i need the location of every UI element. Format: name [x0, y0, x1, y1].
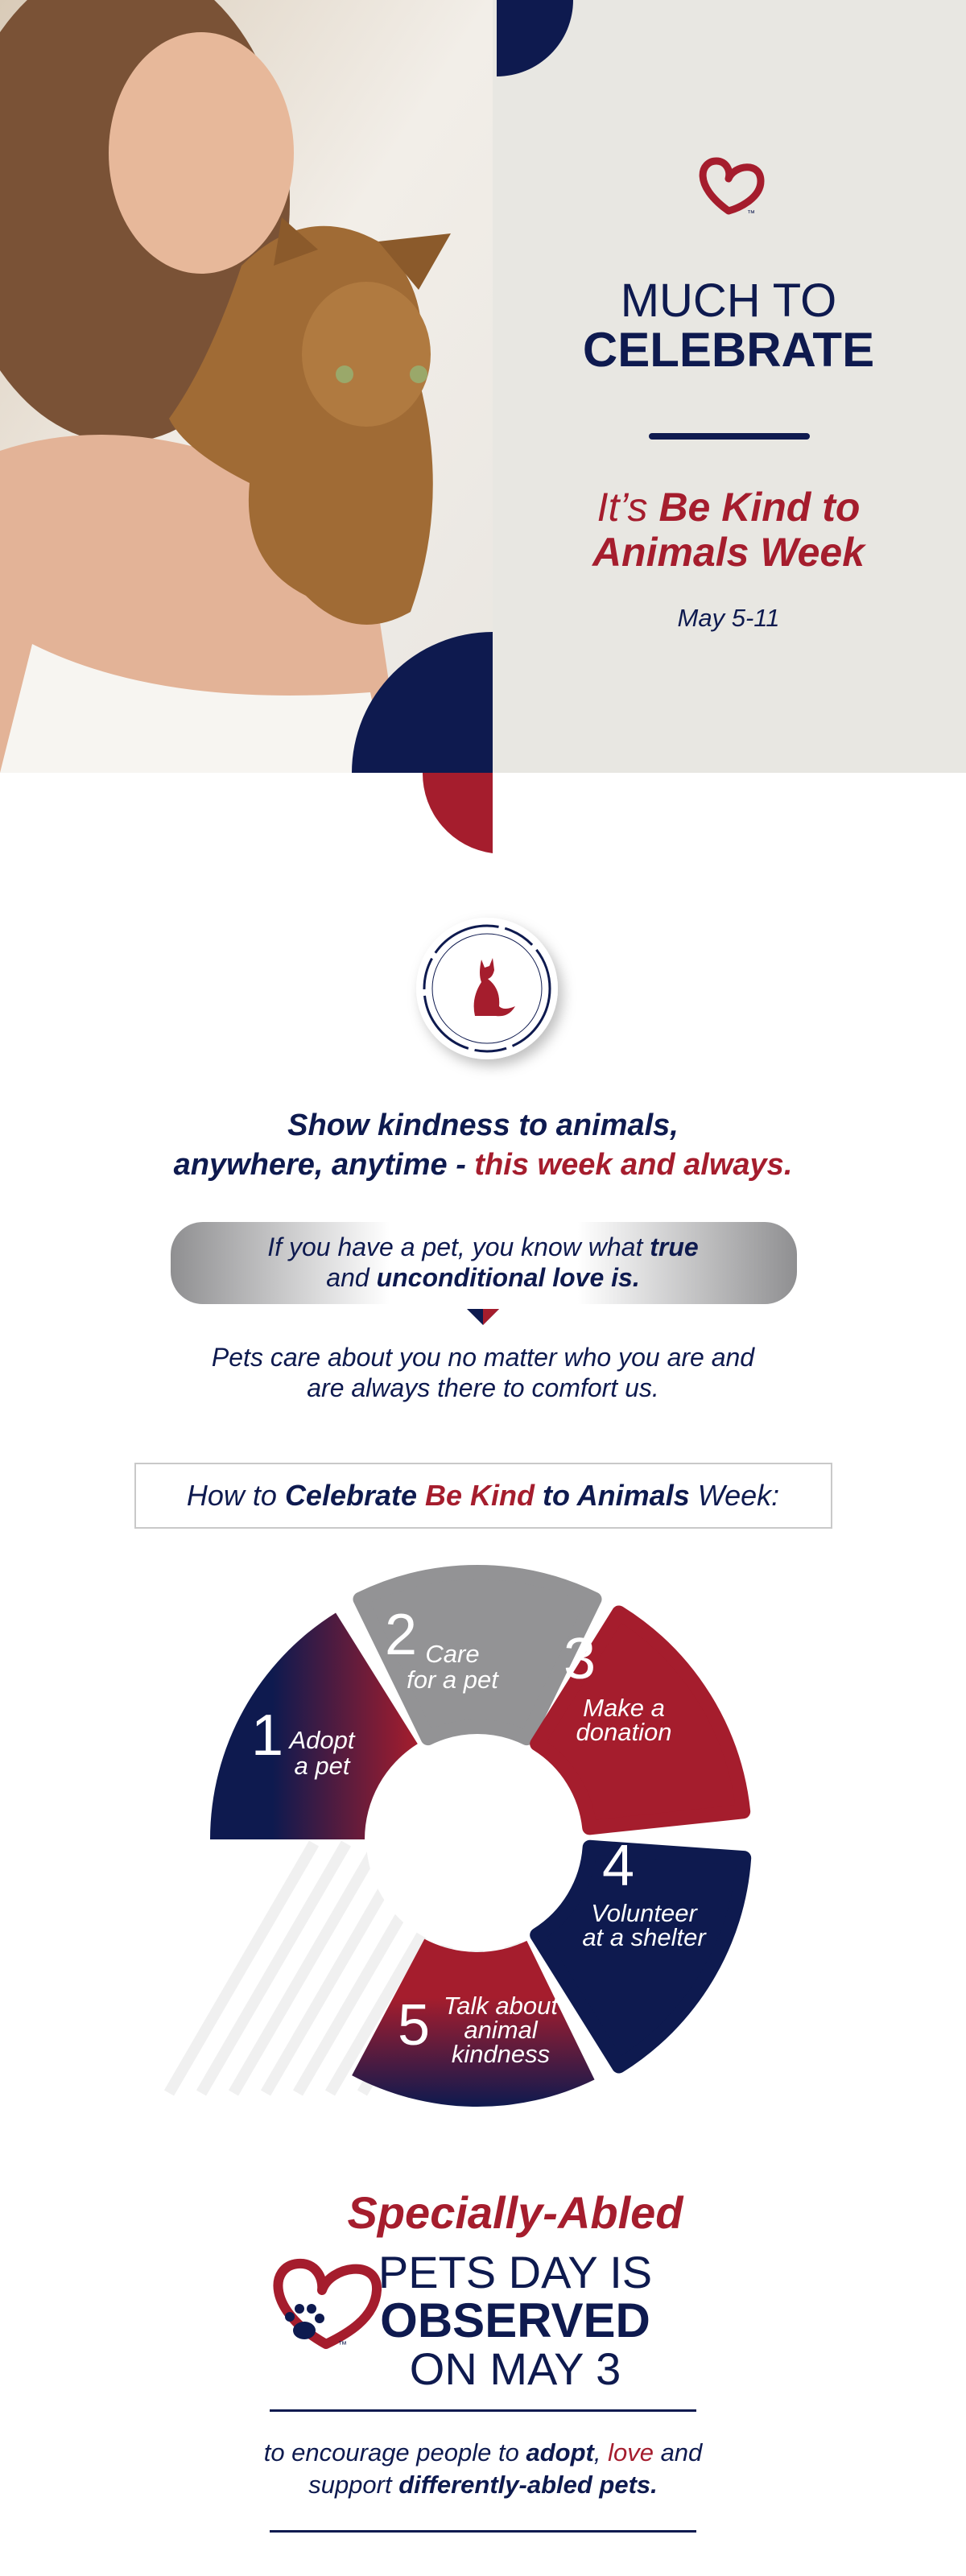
step-number: 4 — [602, 1834, 634, 1898]
wheel-segment — [530, 1839, 752, 2074]
wheel-segment — [530, 1605, 751, 1835]
observance-heading: Specially-Abled — [347, 2187, 684, 2238]
observance-title-line: ON MAY 3 — [410, 2343, 621, 2394]
hatch-line — [196, 1840, 352, 2096]
cat-icon — [416, 918, 558, 1059]
callout-line: and unconditional love is. — [326, 1263, 639, 1292]
callout-pill — [171, 1222, 797, 1304]
step: 3 Make a donation — [564, 1627, 671, 1746]
divider — [270, 2530, 696, 2533]
step-label: for a pet — [407, 1666, 499, 1694]
wheel-hole — [366, 1728, 588, 1951]
heading-box — [134, 1463, 832, 1529]
step-label: a pet — [295, 1752, 351, 1780]
text-part: anywhere, anytime - — [174, 1148, 475, 1182]
text-part: differently-abled pets. — [398, 2471, 658, 2499]
observance-title-line: OBSERVED — [380, 2293, 650, 2347]
text-part: Be Kind — [425, 1479, 543, 1512]
pointer — [483, 1309, 499, 1325]
text-part: support — [308, 2471, 398, 2499]
observance-body-line: to encourage people to adopt, love and — [264, 2438, 704, 2467]
trademark: ™ — [338, 2340, 347, 2350]
wheel-segment — [353, 1565, 602, 1746]
step-label: animal — [464, 2016, 538, 2044]
step-number: 1 — [251, 1703, 283, 1768]
text-part: and — [654, 2438, 704, 2467]
observance-title-line: PETS DAY IS — [378, 2247, 652, 2297]
step-label: Care — [425, 1640, 479, 1668]
text-part: Celebrate — [285, 1479, 425, 1512]
hero-subtitle-line: Animals Week — [591, 530, 866, 575]
text-part: Week: — [698, 1479, 779, 1512]
body-line: are always there to comfort us. — [307, 1373, 659, 1402]
text-part: If you have a pet, you know what — [267, 1232, 650, 1261]
hero-panel — [493, 0, 966, 773]
hero-dates: May 5-11 — [678, 604, 780, 632]
trademark: ™ — [747, 209, 755, 218]
text-part: and — [326, 1263, 376, 1292]
hero-title-line: CELEBRATE — [583, 323, 874, 377]
body-line: Pets care about you no matter who you ar… — [212, 1343, 755, 1372]
accent-shape — [352, 632, 493, 773]
how-to-heading: How to Celebrate Be Kind to Animals Week… — [187, 1479, 779, 1512]
text-part: love — [608, 2438, 654, 2467]
headline-line: Show kindness to animals, — [287, 1108, 679, 1142]
divider — [649, 433, 810, 440]
observance-body-line: support differently-abled pets. — [308, 2471, 658, 2499]
text-part: to Animals — [543, 1479, 698, 1512]
step-label: kindness — [452, 2040, 550, 2068]
headline-line: anywhere, anytime - this week and always… — [174, 1148, 793, 1182]
hero-title-line: MUCH TO — [621, 275, 837, 327]
steps-wheel — [163, 1565, 752, 2107]
step-label: Volunteer — [591, 1899, 698, 1927]
accent-shape — [497, 0, 573, 76]
text-part: unconditional love is. — [377, 1263, 640, 1292]
callout-line: If you have a pet, you know what true — [267, 1232, 698, 1261]
step-label: at a shelter — [582, 1923, 707, 1951]
step-number: 3 — [564, 1627, 596, 1691]
heart-logo: ™ — [699, 157, 765, 218]
text-part: Be Kind to — [658, 485, 860, 530]
text-part: How to — [187, 1479, 285, 1512]
accent-shape — [422, 773, 493, 853]
hatch-line — [228, 1840, 384, 2096]
step-label: Make a — [583, 1694, 665, 1722]
step-number: 2 — [385, 1603, 417, 1667]
step: 4 Volunteer at a shelter — [582, 1834, 707, 1951]
text-part: true — [650, 1232, 698, 1261]
text-part: to encourage people to — [264, 2438, 526, 2467]
text-part: It’s — [597, 485, 659, 530]
step: 2 Care for a pet — [385, 1603, 499, 1694]
text-part: this week and always. — [474, 1148, 792, 1182]
step-label: donation — [576, 1718, 672, 1746]
hatch-line — [163, 1840, 320, 2096]
heart-paw-logo: ™ — [273, 2258, 382, 2350]
divider — [270, 2409, 696, 2412]
step: 1 Adopt a pet — [251, 1703, 356, 1780]
text-part: adopt — [526, 2438, 595, 2467]
wheel-segment — [210, 1612, 418, 1839]
text-part: , — [594, 2438, 608, 2467]
step-number: 5 — [398, 1993, 430, 2058]
step-label: Adopt — [287, 1726, 355, 1754]
hero-subtitle-line: It’s Be Kind to — [597, 485, 861, 530]
step-label: Talk about — [444, 1992, 559, 2020]
hero-photo — [0, 0, 493, 773]
step: 5 Talk about animal kindness — [398, 1992, 559, 2068]
wheel-segment — [352, 1938, 595, 2107]
